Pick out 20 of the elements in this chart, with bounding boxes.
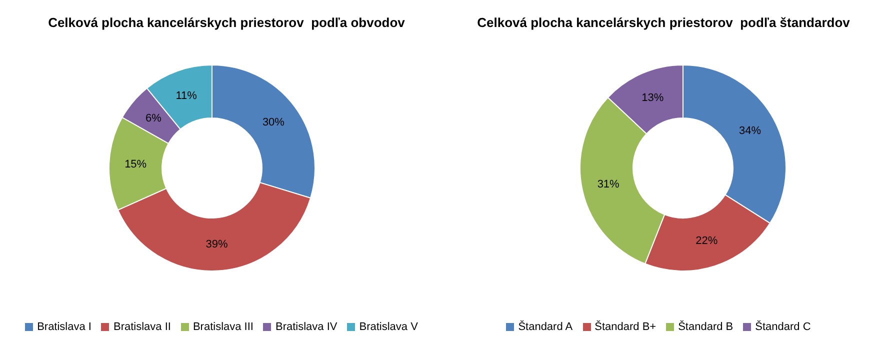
chart-title: Celková plocha kancelárskych priestorov podľa štandardov [476,14,851,32]
legend-label: Štandard B [678,321,734,333]
data-label: 31% [597,178,620,191]
legend-label: Bratislava IV [275,321,338,333]
data-label: 39% [206,238,228,250]
legend-label: Štandard A [518,321,573,333]
data-label: 13% [642,92,664,104]
data-label: 22% [696,234,718,247]
legend-label: Bratislava II [113,321,171,333]
legend-label: Bratislava V [359,321,418,333]
data-label: 6% [146,112,162,125]
legend-label: Bratislava III [192,321,254,333]
legend-label: Štandard C [755,321,811,333]
data-label: 11% [176,90,198,102]
chart-title: Celková plocha kancelárskych priestorov podľa obvodov [47,14,406,32]
data-label: 30% [262,116,285,128]
data-label: 34% [739,125,762,138]
legend-label: Bratislava I [37,321,92,333]
data-label: 15% [124,158,147,170]
legend-label: Štandard B+ [594,321,656,333]
